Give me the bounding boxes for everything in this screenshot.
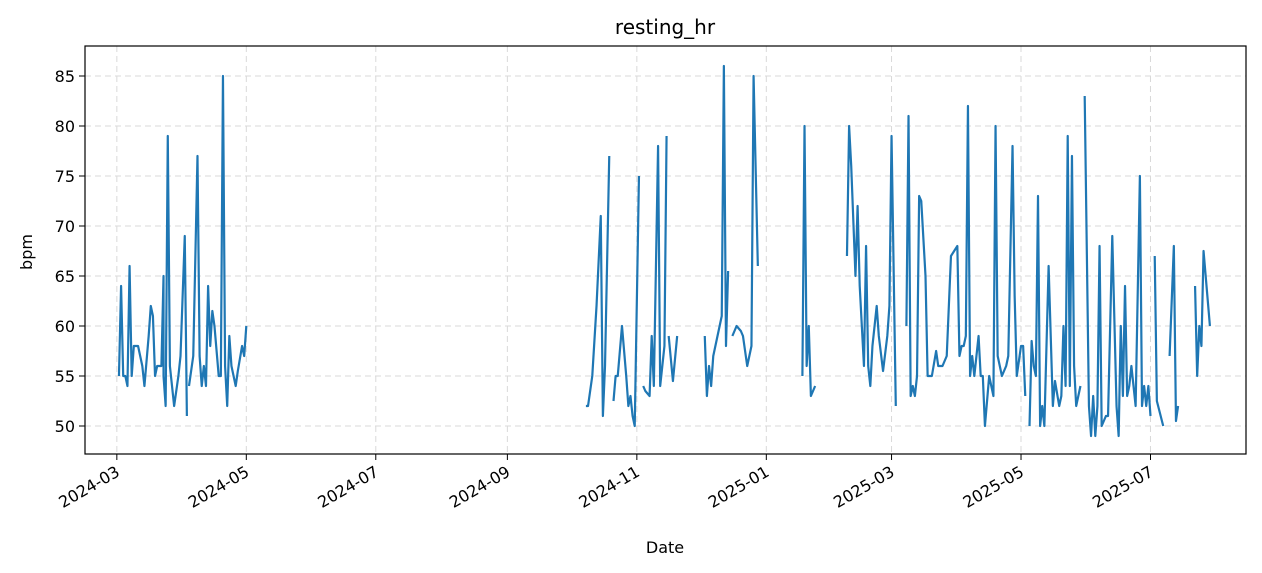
series-line-segment bbox=[1028, 134, 1082, 428]
y-tick-label: 85 bbox=[55, 67, 75, 86]
y-tick-label: 60 bbox=[55, 317, 75, 336]
y-axis-ticks: 50 55 60 65 70 75 80 85 bbox=[55, 67, 85, 436]
series-line-segment bbox=[642, 135, 668, 398]
series-line-segment bbox=[905, 104, 1027, 428]
y-tick-label: 80 bbox=[55, 117, 75, 136]
series-line-segment bbox=[1153, 255, 1165, 427]
y-tick-label: 75 bbox=[55, 167, 75, 186]
series-line-segment bbox=[585, 155, 611, 418]
series-line-segment bbox=[801, 124, 817, 398]
y-axis-label: bpm bbox=[17, 234, 36, 270]
series-line-segment bbox=[845, 124, 897, 407]
y-tick-label: 55 bbox=[55, 367, 75, 386]
y-tick-label: 70 bbox=[55, 217, 75, 236]
series-line-segment bbox=[1168, 244, 1180, 423]
series-line-segment bbox=[1083, 95, 1152, 438]
x-axis-label: Date bbox=[646, 538, 684, 557]
series-line-segment bbox=[187, 74, 248, 408]
series-line-segment bbox=[667, 335, 679, 383]
y-tick-label: 50 bbox=[55, 417, 75, 436]
chart-title: resting_hr bbox=[615, 15, 716, 39]
series-line-segment bbox=[731, 74, 759, 368]
y-tick-label: 65 bbox=[55, 267, 75, 286]
series-line-segment bbox=[612, 175, 641, 428]
data-lines bbox=[117, 64, 1212, 438]
series-line-segment bbox=[703, 64, 730, 398]
series-line-segment bbox=[1193, 249, 1212, 378]
plot-frame bbox=[84, 45, 1247, 455]
series-line-segment bbox=[117, 134, 188, 417]
